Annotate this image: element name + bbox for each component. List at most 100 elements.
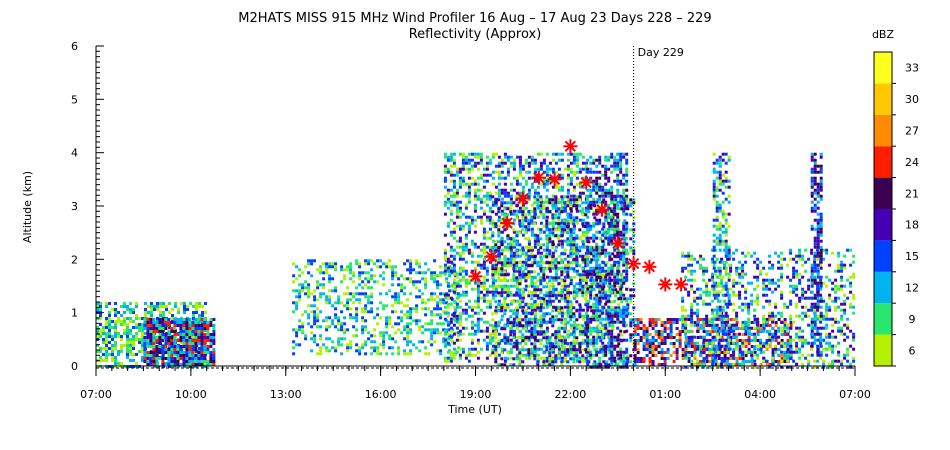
reflectivity-cell: [476, 329, 480, 333]
reflectivity-cell: [316, 343, 320, 347]
reflectivity-cell: [506, 234, 510, 238]
reflectivity-cell: [512, 167, 516, 171]
reflectivity-cell: [681, 354, 685, 357]
reflectivity-cell: [605, 261, 609, 265]
reflectivity-cell: [592, 158, 596, 162]
reflectivity-cell: [292, 340, 296, 344]
reflectivity-cell: [295, 301, 299, 305]
reflectivity-cell: [623, 219, 627, 223]
reflectivity-cell: [394, 271, 398, 275]
reflectivity-cell: [651, 318, 655, 321]
reflectivity-cell: [164, 318, 168, 321]
reflectivity-cell: [455, 203, 459, 207]
reflectivity-cell: [610, 152, 614, 156]
reflectivity-cell: [206, 336, 210, 339]
reflectivity-cell: [711, 339, 715, 342]
reflectivity-cell: [204, 362, 207, 365]
reflectivity-cell: [657, 342, 661, 345]
reflectivity-cell: [729, 330, 733, 333]
reflectivity-cell: [613, 299, 617, 303]
reflectivity-cell: [560, 284, 564, 288]
reflectivity-cell: [610, 272, 614, 276]
reflectivity-cell: [491, 278, 495, 282]
reflectivity-cell: [657, 333, 661, 336]
reflectivity-cell: [491, 296, 495, 300]
reflectivity-cell: [518, 336, 522, 340]
reflectivity-cell: [494, 260, 498, 264]
reflectivity-cell: [622, 152, 626, 156]
reflectivity-cell: [578, 182, 582, 186]
reflectivity-cell: [521, 326, 525, 330]
reflectivity-cell: [607, 158, 611, 162]
reflectivity-cell: [108, 353, 111, 356]
reflectivity-cell: [485, 191, 489, 195]
reflectivity-cell: [527, 161, 531, 165]
reflectivity-cell: [592, 161, 596, 165]
reflectivity-cell: [455, 281, 459, 285]
reflectivity-cell: [586, 251, 590, 255]
reflectivity-cell: [197, 318, 201, 321]
reflectivity-cell: [515, 317, 519, 321]
reflectivity-cell: [617, 264, 621, 268]
reflectivity-cell: [608, 276, 612, 280]
reflectivity-cell: [518, 291, 522, 295]
reflectivity-cell: [636, 333, 640, 336]
reflectivity-cell: [149, 336, 153, 339]
reflectivity-cell: [629, 213, 633, 217]
reflectivity-cell: [509, 207, 513, 211]
reflectivity-cell: [500, 230, 504, 234]
reflectivity-cell: [557, 198, 561, 202]
reflectivity-cell: [394, 265, 398, 269]
reflectivity-cell: [385, 319, 389, 323]
reflectivity-cell: [581, 245, 585, 249]
reflectivity-cell: [536, 357, 540, 361]
reflectivity-cell: [503, 245, 507, 249]
reflectivity-cell: [488, 191, 492, 195]
reflectivity-cell: [607, 296, 611, 300]
reflectivity-cell: [479, 242, 483, 246]
reflectivity-cell: [557, 167, 561, 171]
reflectivity-cell: [454, 286, 458, 290]
reflectivity-cell: [204, 329, 207, 332]
reflectivity-cell: [578, 282, 582, 286]
reflectivity-cell: [625, 347, 629, 351]
reflectivity-cell: [448, 343, 452, 347]
reflectivity-cell: [584, 258, 588, 262]
reflectivity-cell: [518, 170, 522, 174]
reflectivity-cell: [599, 294, 603, 298]
reflectivity-cell: [563, 248, 567, 252]
reflectivity-cell: [610, 200, 614, 204]
reflectivity-cell: [563, 311, 567, 315]
reflectivity-cell: [545, 305, 549, 309]
reflectivity-cell: [512, 312, 516, 316]
reflectivity-cell: [566, 353, 570, 357]
reflectivity-cell: [512, 278, 516, 282]
reflectivity-cell: [681, 351, 685, 354]
reflectivity-cell: [209, 321, 213, 324]
reflectivity-cell: [657, 336, 661, 339]
reflectivity-cell: [159, 302, 162, 305]
reflectivity-cell: [343, 274, 347, 278]
reflectivity-cell: [512, 341, 516, 345]
reflectivity-cell: [188, 363, 192, 366]
reflectivity-cell: [599, 339, 603, 343]
reflectivity-cell: [476, 281, 480, 285]
reflectivity-cell: [99, 332, 102, 335]
reflectivity-cell: [586, 215, 590, 219]
reflectivity-cell: [155, 345, 159, 348]
reflectivity-cell: [575, 354, 579, 358]
reflectivity-cell: [542, 332, 546, 336]
reflectivity-cell: [554, 278, 558, 282]
reflectivity-cell: [604, 332, 608, 336]
reflectivity-cell: [533, 161, 537, 165]
reflectivity-cell: [482, 167, 486, 171]
reflectivity-cell: [530, 308, 534, 312]
reflectivity-cell: [515, 315, 519, 319]
reflectivity-cell: [521, 228, 525, 232]
reflectivity-cell: [445, 280, 449, 284]
reflectivity-cell: [614, 291, 618, 295]
reflectivity-cell: [554, 182, 558, 186]
reflectivity-cell: [455, 188, 459, 192]
reflectivity-cell: [572, 275, 576, 279]
reflectivity-cell: [319, 349, 323, 353]
